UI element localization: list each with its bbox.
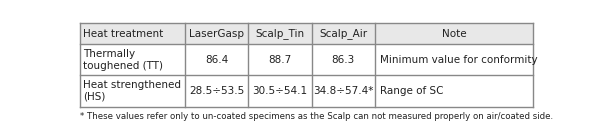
Bar [80, 75, 533, 107]
Text: 86.3: 86.3 [332, 55, 355, 65]
Text: Thermally
toughened (TT): Thermally toughened (TT) [83, 49, 163, 71]
Bar [80, 44, 533, 75]
Text: Note: Note [442, 29, 466, 39]
Text: 86.4: 86.4 [205, 55, 229, 65]
Text: 88.7: 88.7 [268, 55, 292, 65]
Text: Range of SC: Range of SC [380, 86, 444, 96]
Text: Scalp_Tin: Scalp_Tin [256, 28, 305, 39]
Text: Scalp_Air: Scalp_Air [319, 28, 367, 39]
Bar [80, 23, 533, 44]
Text: 30.5÷54.1: 30.5÷54.1 [253, 86, 308, 96]
Text: * These values refer only to un-coated specimens as the Scalp can not measured p: * These values refer only to un-coated s… [80, 112, 553, 121]
Text: 28.5÷53.5: 28.5÷53.5 [189, 86, 244, 96]
Text: LaserGasp: LaserGasp [189, 29, 244, 39]
Text: Heat treatment: Heat treatment [83, 29, 164, 39]
Text: Heat strengthened
(HS): Heat strengthened (HS) [83, 80, 181, 102]
Text: Minimum value for conformity: Minimum value for conformity [380, 55, 538, 65]
Text: 34.8÷57.4*: 34.8÷57.4* [313, 86, 373, 96]
